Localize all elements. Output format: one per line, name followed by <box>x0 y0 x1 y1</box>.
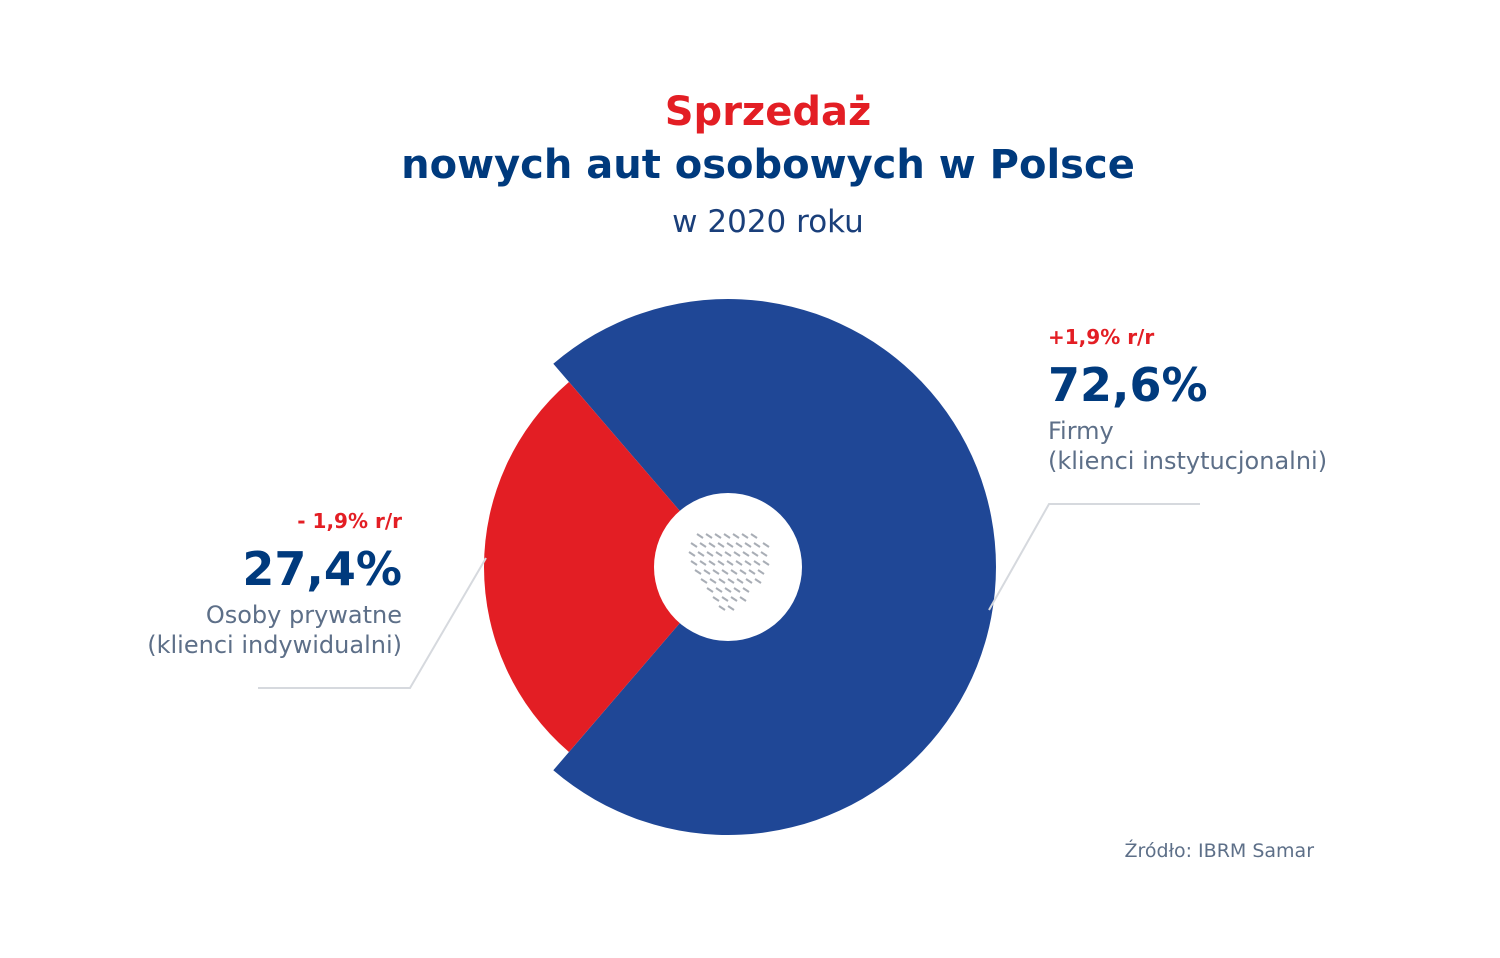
source-note: Źródło: IBRM Samar <box>1124 840 1315 862</box>
slice-osoby-prywatne <box>484 381 728 753</box>
logo-hatch-mark <box>754 578 762 584</box>
chart-title: Sprzedaż nowych aut osobowych w Polsce w… <box>0 88 1500 248</box>
logo-hatch-mark <box>744 542 752 548</box>
logo-hatch-mark <box>751 551 759 557</box>
logo-hatch-mark <box>742 551 750 557</box>
logo-hatch-mark <box>739 596 747 602</box>
logo-hatch-mark <box>742 587 750 593</box>
logo-hatch-mark <box>750 533 758 539</box>
logo-hatch-mark <box>694 569 702 575</box>
heart-logo-icon <box>688 533 770 611</box>
logo-hatch-mark <box>718 578 726 584</box>
chart-subtitle: w 2020 roku <box>672 204 864 240</box>
logo-hatch-mark <box>712 569 720 575</box>
logo-hatch-mark <box>724 551 732 557</box>
logo-hatch-mark <box>762 542 770 548</box>
title-line-1: Sprzedaż <box>664 89 872 135</box>
logo-hatch-mark <box>753 560 761 566</box>
category-firmy: Firmy <box>1048 417 1114 445</box>
logo-hatch-mark <box>721 569 729 575</box>
logo-hatch-mark <box>723 533 731 539</box>
logo-hatch-mark <box>739 569 747 575</box>
logo-hatch-mark <box>760 551 768 557</box>
logo-hatch-mark <box>688 551 696 557</box>
logo-hatch-mark <box>748 569 756 575</box>
change-firmy: +1,9% r/r <box>1048 325 1155 349</box>
logo-hatch-mark <box>700 578 708 584</box>
logo-hatch-mark <box>699 542 707 548</box>
logo-hatch-mark <box>733 551 741 557</box>
logo-hatch-mark <box>745 578 753 584</box>
logo-hatch-mark <box>727 578 735 584</box>
logo-hatch-mark <box>712 596 720 602</box>
logo-hatch-mark <box>690 542 698 548</box>
subcategory-osoby-prywatne: (klienci indywidualni) <box>147 631 402 659</box>
logo-hatch-mark <box>757 569 765 575</box>
logo-hatch-mark <box>703 569 711 575</box>
logo-hatch-mark <box>690 560 698 566</box>
logo-hatch-mark <box>715 551 723 557</box>
logo-hatch-mark <box>727 605 735 611</box>
donut-hole <box>654 493 802 641</box>
logo-hatch-mark <box>732 533 740 539</box>
logo-hatch-mark <box>735 560 743 566</box>
logo-hatch-mark <box>717 560 725 566</box>
value-firmy: 72,6% <box>1048 358 1208 412</box>
subcategory-firmy: (klienci instytucjonalni) <box>1048 447 1328 475</box>
logo-hatch-mark <box>753 542 761 548</box>
logo-hatch-mark <box>741 533 749 539</box>
logo-hatch-mark <box>730 569 738 575</box>
logo-hatch-mark <box>715 587 723 593</box>
logo-hatch-mark <box>706 551 714 557</box>
category-osoby-prywatne: Osoby prywatne <box>205 601 402 629</box>
logo-hatch-mark <box>718 605 726 611</box>
logo-hatch-mark <box>697 551 705 557</box>
logo-hatch-mark <box>714 533 722 539</box>
logo-hatch-mark <box>744 560 752 566</box>
logo-hatch-mark <box>705 533 713 539</box>
logo-hatch-mark <box>699 560 707 566</box>
title-line-2: nowych aut osobowych w Polsce <box>401 142 1135 188</box>
logo-hatch-mark <box>706 587 714 593</box>
logo-hatch-mark <box>708 560 716 566</box>
logo-hatch-mark <box>721 596 729 602</box>
logo-hatch-mark <box>696 533 704 539</box>
leader-line-osoby-prywatne <box>258 557 487 689</box>
logo-hatch-mark <box>730 596 738 602</box>
logo-hatch-mark <box>724 587 732 593</box>
leader-line-firmy <box>988 503 1200 611</box>
label-osoby-prywatne: - 1,9% r/r 27,4% Osoby prywatne (klienci… <box>147 504 402 660</box>
logo-hatch-mark <box>717 542 725 548</box>
value-osoby-prywatne: 27,4% <box>242 542 402 596</box>
logo-hatch-mark <box>736 578 744 584</box>
logo-hatch-mark <box>733 587 741 593</box>
logo-hatch-mark <box>709 578 717 584</box>
logo-hatch-mark <box>735 542 743 548</box>
logo-hatch-mark <box>708 542 716 548</box>
logo-hatch-mark <box>726 542 734 548</box>
logo-hatch-mark <box>762 560 770 566</box>
label-firmy: +1,9% r/r 72,6% Firmy (klienci instytucj… <box>1048 320 1327 476</box>
change-osoby-prywatne: - 1,9% r/r <box>297 509 402 533</box>
logo-hatch-mark <box>726 560 734 566</box>
